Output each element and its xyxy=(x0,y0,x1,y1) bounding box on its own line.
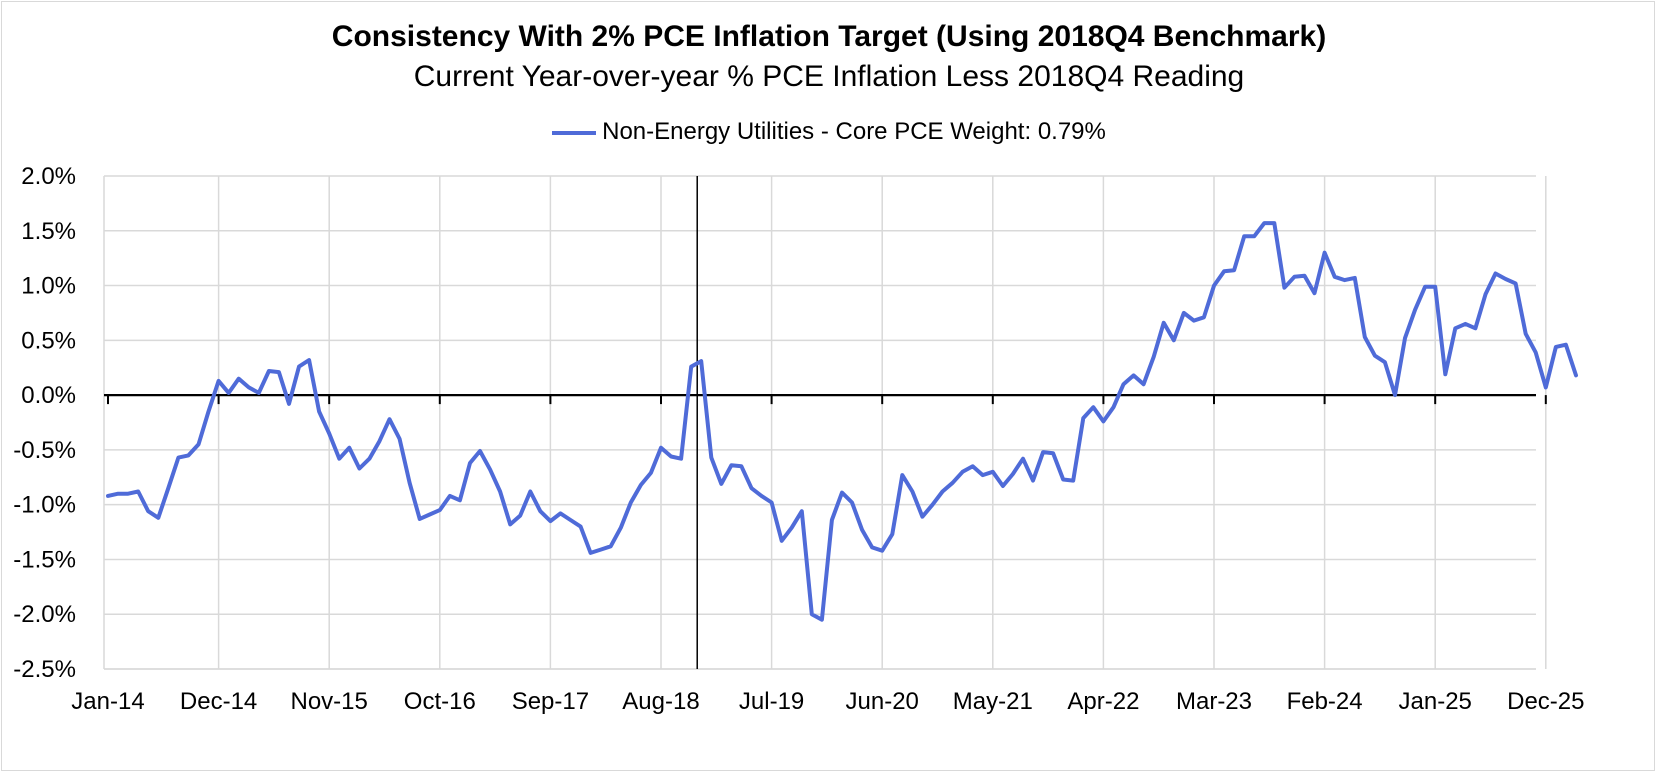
y-tick-label: 0.0% xyxy=(21,382,76,409)
legend-label: Non-Energy Utilities - Core PCE Weight: … xyxy=(602,118,1106,145)
series-line xyxy=(106,221,1578,622)
y-tick-label: 2.0% xyxy=(21,163,76,190)
x-tick-label: Sep-17 xyxy=(512,688,589,715)
legend-swatch xyxy=(552,130,597,135)
chart-subtitle: Current Year-over-year % PCE Inflation L… xyxy=(413,60,1245,93)
chart-title: Consistency With 2% PCE Inflation Target… xyxy=(331,20,1327,53)
x-tick-label: Jan-14 xyxy=(71,688,144,715)
y-tick-label: -2.0% xyxy=(13,601,76,628)
gridlines xyxy=(103,175,1547,670)
y-tick-label: -0.5% xyxy=(13,437,76,464)
series-layer xyxy=(106,221,1578,622)
x-tick-label: May-21 xyxy=(953,688,1033,715)
x-tick-label: Dec-14 xyxy=(180,688,257,715)
x-tick-label: Mar-23 xyxy=(1176,688,1252,715)
y-tick-label: -2.5% xyxy=(13,656,76,683)
tick-labels: 2.0% 1.5% 1.0% 0.5% 0.0% -0.5% -1.0% -1.5% -2.0%… xyxy=(13,163,1584,715)
x-tick-label: Apr-22 xyxy=(1067,688,1139,715)
x-tick-label: Jun-20 xyxy=(846,688,919,715)
x-tick-label: Jan-25 xyxy=(1399,688,1472,715)
x-tick-label: Jul-19 xyxy=(739,688,804,715)
legend: Non-Energy Utilities - Core PCE Weight: … xyxy=(0,118,1658,146)
x-tick-label: Nov-15 xyxy=(291,688,368,715)
y-tick-label: -1.0% xyxy=(13,492,76,519)
y-tick-label: 0.5% xyxy=(21,327,76,354)
axes xyxy=(104,176,1547,669)
x-tick-label: Feb-24 xyxy=(1287,688,1363,715)
x-tick-label: Aug-18 xyxy=(622,688,699,715)
y-tick-label: -1.5% xyxy=(13,546,76,573)
x-tick-label: Dec-25 xyxy=(1507,688,1584,715)
y-tick-label: 1.0% xyxy=(21,273,76,300)
x-tick-label: Oct-16 xyxy=(404,688,476,715)
y-tick-label: 1.5% xyxy=(21,218,76,245)
